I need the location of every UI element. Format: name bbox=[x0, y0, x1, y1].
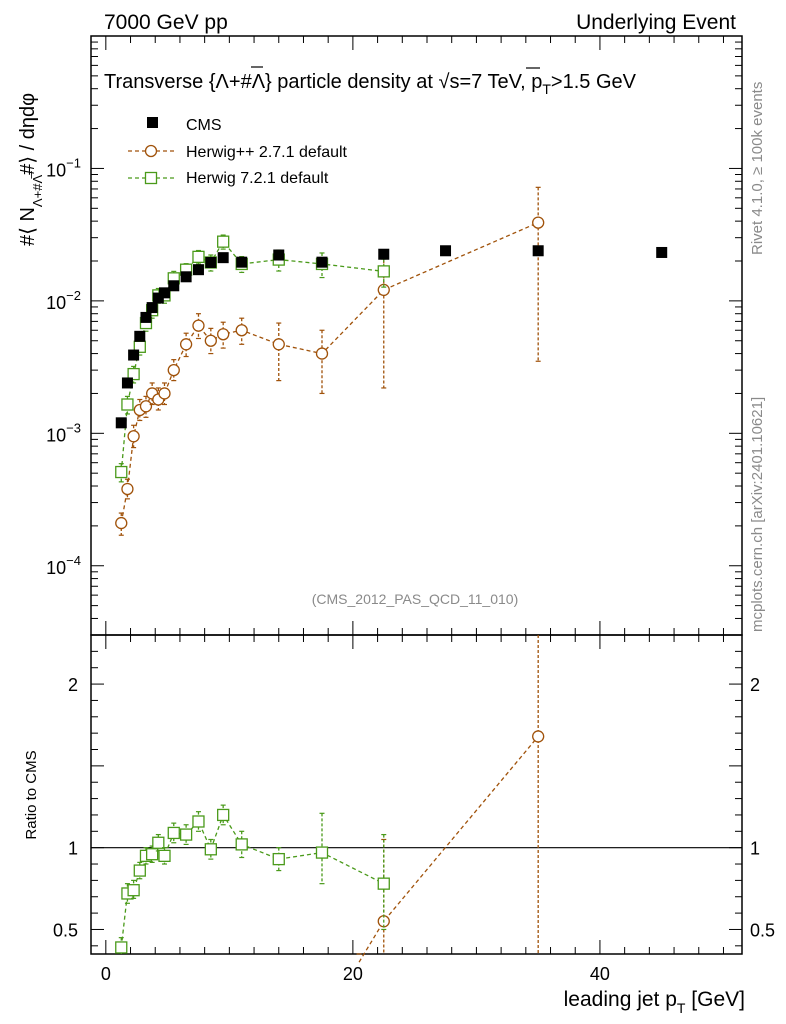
ratio-frame bbox=[90, 634, 743, 955]
herwigpp-main-point bbox=[192, 319, 205, 332]
herwigpp-main-point bbox=[217, 328, 230, 341]
herwig7-main-point bbox=[377, 265, 390, 278]
x-axis-label: leading jet pT [GeV] bbox=[564, 988, 745, 1016]
herwig7-ratio-point bbox=[272, 852, 285, 866]
herwigpp-ratio-line bbox=[358, 736, 539, 963]
herwig7-ratio-point bbox=[158, 849, 171, 862]
analysis-watermark: (CMS_2012_PAS_QCD_11_010) bbox=[312, 591, 519, 607]
cms-main-point bbox=[134, 330, 146, 342]
herwig7-ratio-point bbox=[377, 877, 390, 890]
herwig7-main-line bbox=[120, 240, 384, 473]
cms-main-point bbox=[168, 280, 180, 292]
herwig7-ratio-point bbox=[192, 815, 205, 828]
ratio-y-tick-label: 0.5 bbox=[53, 920, 78, 940]
main-series-layer bbox=[115, 186, 668, 536]
rivet-label: Rivet 4.1.0, ≥ 100k events bbox=[749, 82, 766, 255]
main-panel: 10−4 10−3 10−2 10−1 Transverse {Λ+#Λ} parti… bbox=[17, 35, 743, 636]
legend-cms-label: CMS bbox=[186, 117, 222, 134]
cms-main-point bbox=[140, 311, 152, 323]
herwigpp-main-point bbox=[167, 363, 180, 377]
herwigpp-main-point bbox=[127, 430, 140, 443]
herwig7-ratio-point bbox=[127, 884, 140, 897]
cms-main-point bbox=[146, 302, 158, 314]
herwig7-main-point bbox=[115, 465, 128, 479]
herwigpp-ratio-point bbox=[532, 730, 545, 743]
herwigpp-main-point bbox=[235, 324, 248, 337]
cms-main-point bbox=[121, 377, 133, 389]
legend-herwig7-label: Herwig 7.2.1 default bbox=[186, 170, 329, 187]
cms-main-point bbox=[180, 271, 192, 283]
cms-main-point bbox=[152, 292, 164, 304]
cms-main-point bbox=[656, 246, 668, 258]
cms-main-point bbox=[205, 256, 217, 268]
main-y-label: #⟨ NΛ+#Λ̅#⟩ / dηdφ bbox=[17, 93, 45, 246]
herwig7-ratio-point bbox=[235, 838, 248, 851]
ratio-series-layer bbox=[115, 635, 545, 963]
cms-main-point bbox=[217, 252, 229, 264]
cms-main-point bbox=[159, 287, 170, 299]
ratio-axis-ticks: 0 20 40 0.5 0.5 1 1 2 2 bbox=[53, 635, 775, 984]
cms-main-point bbox=[378, 248, 390, 260]
main-y-tick-label: 10−1 bbox=[46, 155, 81, 180]
ratio-y-tick-label: 2 bbox=[68, 675, 78, 695]
herwigpp-main-point bbox=[179, 338, 193, 351]
cms-main-point bbox=[192, 264, 204, 276]
herwig7-ratio-point bbox=[145, 848, 159, 861]
cms-main-point bbox=[316, 256, 328, 268]
herwig7-main-point bbox=[121, 398, 134, 411]
cms-main-point bbox=[236, 256, 248, 268]
x-tick-label: 40 bbox=[590, 964, 610, 984]
legend-herwig7-marker bbox=[144, 171, 158, 185]
legend-cms-marker bbox=[147, 117, 158, 128]
herwig7-ratio-point bbox=[217, 808, 230, 822]
x-tick-label: 0 bbox=[101, 964, 111, 984]
header-left: 7000 GeV pp bbox=[104, 11, 228, 34]
herwigpp-main-point bbox=[121, 482, 134, 496]
herwigpp-main-line bbox=[120, 222, 539, 524]
herwig7-ratio-point bbox=[204, 843, 217, 856]
cms-main-point bbox=[115, 417, 127, 429]
ratio-panel: 0 20 40 0.5 0.5 1 1 2 2 Ratio to CMS leading jet… bbox=[23, 634, 775, 1016]
herwig7-ratio-point bbox=[167, 826, 180, 840]
x-tick-label: 20 bbox=[343, 964, 363, 984]
main-y-tick-label: 10−4 bbox=[46, 553, 81, 578]
header-right: Underlying Event bbox=[576, 11, 736, 34]
herwig7-main-point bbox=[192, 250, 205, 263]
herwigpp-main-point bbox=[158, 387, 171, 400]
herwig7-main-point bbox=[127, 367, 140, 381]
plot-title: Transverse {Λ+#Λ} particle density at √s… bbox=[104, 71, 637, 97]
herwigpp-main-point bbox=[139, 400, 153, 413]
herwigpp-main-point bbox=[532, 216, 545, 229]
ratio-y-tick-label: 1 bbox=[68, 839, 78, 859]
herwigpp-main-point bbox=[272, 338, 285, 351]
title-lambda-bar: Λ bbox=[252, 71, 266, 93]
herwig7-ratio-point bbox=[115, 941, 128, 954]
ratio-y-label: Ratio to CMS bbox=[23, 750, 40, 839]
main-y-tick-label: 10−2 bbox=[46, 288, 81, 313]
cms-main-point bbox=[128, 349, 140, 361]
herwig7-ratio-point bbox=[133, 864, 146, 877]
ratio-y-tick-label-right: 1 bbox=[750, 839, 760, 859]
cms-main-point bbox=[532, 245, 544, 257]
ratio-y-tick-label-right: 0.5 bbox=[750, 920, 775, 940]
herwigpp-main-point bbox=[204, 334, 217, 347]
herwig7-ratio-point bbox=[179, 828, 193, 841]
herwigpp-main-point bbox=[315, 347, 329, 360]
legend-herwigpp-marker bbox=[144, 144, 158, 158]
main-y-tick-label: 10−3 bbox=[46, 420, 81, 445]
cms-main-point bbox=[440, 245, 452, 257]
herwig7-main-point bbox=[217, 235, 230, 248]
main-axis-ticks: 10−4 10−3 10−2 10−1 bbox=[46, 35, 742, 636]
herwig7-ratio-point bbox=[152, 836, 165, 849]
ratio-y-tick-label-right: 2 bbox=[750, 675, 760, 695]
legend-herwigpp-label: Herwig++ 2.7.1 default bbox=[186, 144, 348, 161]
legend: CMS Herwig++ 2.7.1 default Herwig 7.2.1 … bbox=[128, 117, 348, 187]
mcplots-label: mcplots.cern.ch [arXiv:2401.10621] bbox=[749, 397, 766, 632]
herwigpp-main-point bbox=[115, 516, 128, 530]
herwig7-ratio-point bbox=[315, 846, 329, 859]
cms-main-point bbox=[273, 249, 285, 261]
